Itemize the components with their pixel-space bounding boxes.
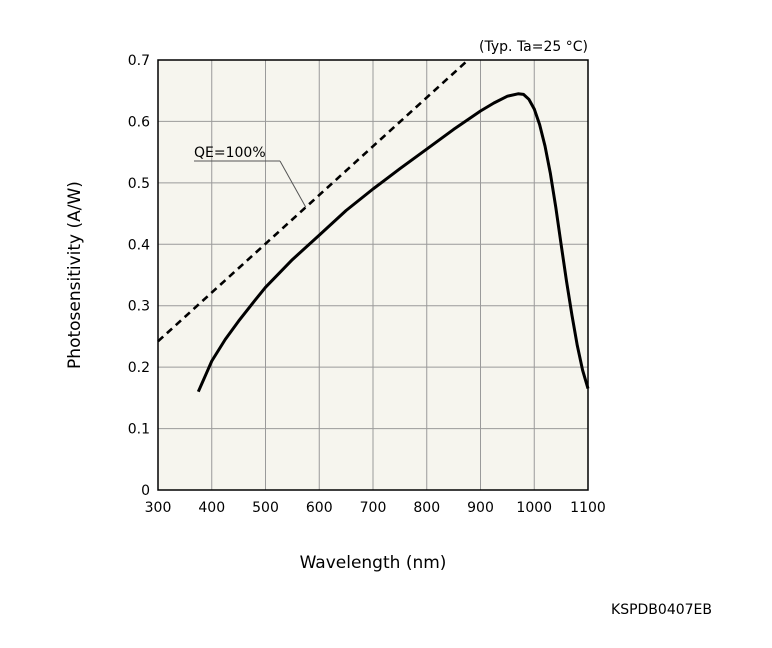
x-tick-labels: 300 400 500 600 700 800 900 1000 1100 — [145, 500, 606, 516]
y-axis-label: Photosensitivity (A/W) — [65, 181, 85, 369]
grid-lines — [158, 60, 588, 490]
series-layer — [157, 59, 590, 393]
x-tick-label: 500 — [252, 500, 279, 516]
plot-frame — [157, 59, 589, 491]
y-tick-label: 0.6 — [128, 114, 150, 130]
x-tick-label: 800 — [413, 500, 440, 516]
y-tick-label: 0 — [141, 483, 150, 499]
x-tick-label: 900 — [467, 500, 494, 516]
y-tick-labels: 0 0.1 0.2 0.3 0.4 0.5 0.6 0.7 — [128, 53, 150, 499]
y-tick-label: 0.4 — [128, 237, 150, 253]
x-tick-label: 400 — [198, 500, 225, 516]
x-tick-label: 700 — [360, 500, 387, 516]
condition-note: (Typ. Ta=25 °C) — [479, 39, 588, 55]
y-tick-label: 0.1 — [128, 422, 150, 438]
annotation-leader-diagonal — [279, 160, 307, 208]
qe-100-reference-line — [157, 59, 469, 343]
qe-annotation-label: QE=100% — [194, 145, 266, 161]
y-tick-label: 0.3 — [128, 299, 150, 315]
x-tick-label: 1100 — [570, 500, 606, 516]
y-tick-label: 0.2 — [128, 360, 150, 376]
photosensitivity-curve — [196, 92, 590, 393]
y-tick-label: 0.7 — [128, 53, 150, 69]
x-axis-label: Wavelength (nm) — [300, 553, 447, 573]
x-tick-label: 300 — [145, 500, 172, 516]
figure-code: KSPDB0407EB — [611, 602, 712, 618]
x-tick-label: 600 — [306, 500, 333, 516]
x-tick-label: 1000 — [516, 500, 552, 516]
y-tick-label: 0.5 — [128, 176, 150, 192]
